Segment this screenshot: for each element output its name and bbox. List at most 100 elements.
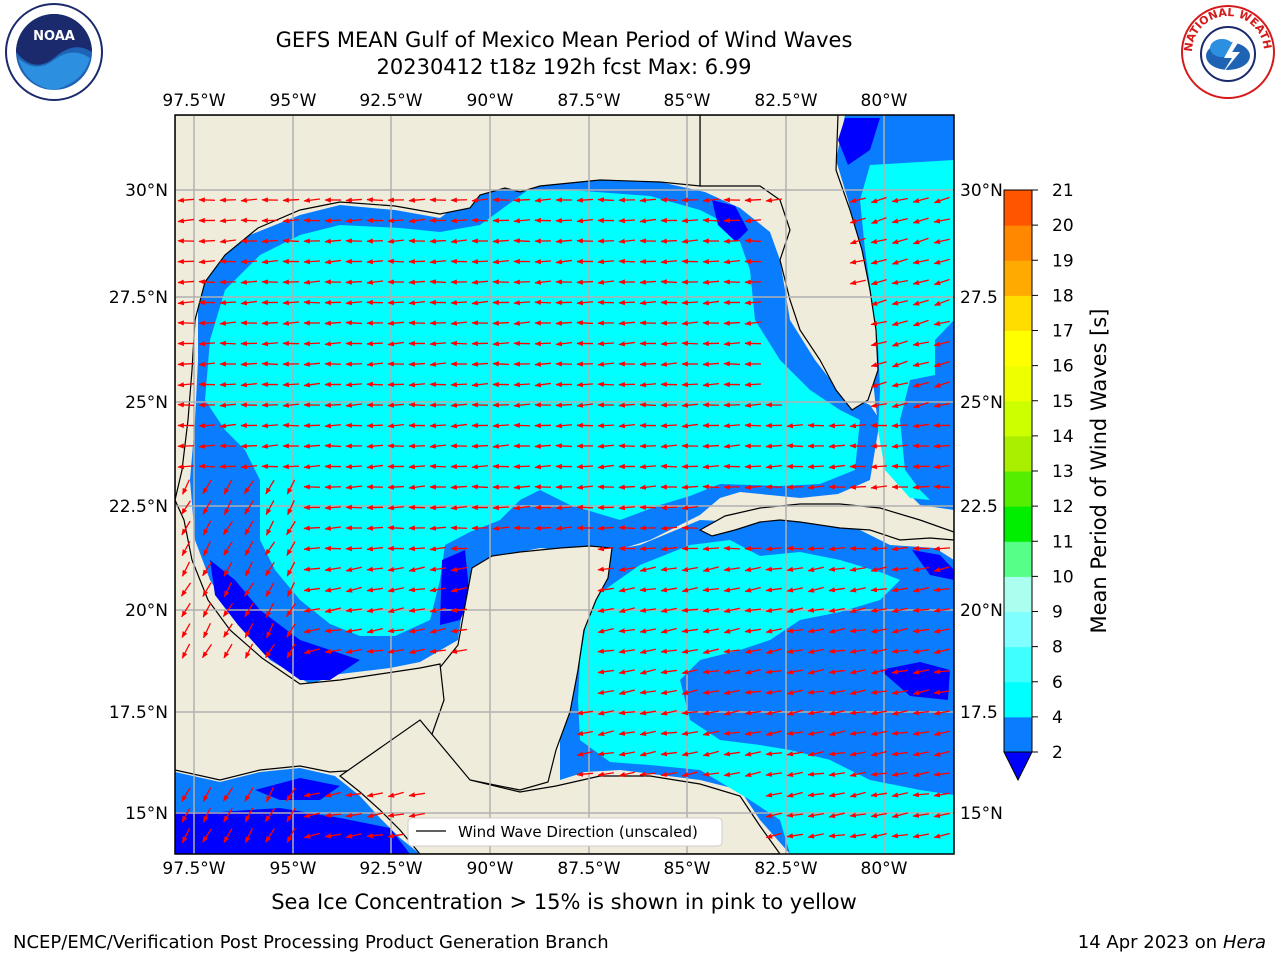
wave-direction-arrow — [681, 320, 699, 326]
wave-direction-arrow — [534, 464, 552, 470]
wave-direction-arrow — [870, 668, 887, 675]
wave-direction-arrow — [471, 525, 489, 531]
wave-direction-arrow — [223, 643, 233, 659]
wave-direction-arrow — [265, 561, 275, 577]
wave-direction-arrow — [597, 771, 615, 777]
wave-direction-arrow — [408, 587, 426, 593]
wave-direction-arrow — [912, 299, 929, 306]
wave-direction-arrow — [870, 402, 887, 408]
wave-direction-arrow — [219, 218, 237, 224]
wave-direction-arrow — [198, 341, 216, 347]
wave-direction-arrow — [222, 787, 234, 802]
wave-direction-arrow — [912, 237, 929, 245]
wave-direction-arrow — [597, 259, 615, 265]
wave-direction-arrow — [408, 628, 425, 634]
wave-direction-arrow — [303, 464, 321, 470]
wave-direction-arrow — [513, 300, 531, 306]
wave-direction-arrow — [807, 545, 825, 552]
wave-direction-arrow — [240, 197, 258, 203]
wave-direction-arrow — [555, 443, 573, 449]
wave-direction-arrow — [471, 402, 489, 408]
wave-direction-arrow — [471, 382, 489, 388]
wave-direction-arrow — [324, 484, 342, 490]
wave-direction-arrow — [387, 587, 404, 593]
wave-direction-arrow — [324, 320, 342, 326]
wave-direction-arrow — [555, 259, 573, 265]
wave-direction-arrow — [786, 628, 804, 634]
wave-direction-arrow — [534, 299, 552, 306]
wave-direction-arrow — [723, 730, 741, 736]
wave-direction-arrow — [303, 382, 321, 388]
wave-direction-arrow — [786, 833, 804, 839]
wave-direction-arrow — [702, 546, 720, 552]
wave-direction-arrow — [244, 643, 254, 659]
wave-direction-arrow — [408, 464, 426, 470]
wave-direction-arrow — [933, 669, 951, 675]
wave-direction-arrow — [244, 602, 254, 618]
wave-direction-arrow — [576, 730, 593, 736]
wave-direction-arrow — [555, 361, 573, 367]
footer-host: Hera — [1222, 932, 1266, 953]
wave-direction-arrow — [177, 279, 195, 285]
wave-direction-arrow — [345, 833, 362, 839]
wave-direction-arrow — [576, 300, 594, 306]
wave-direction-arrow — [245, 561, 253, 577]
wave-direction-arrow — [618, 238, 636, 244]
wave-direction-arrow — [345, 812, 362, 818]
colorbar-segment — [1004, 330, 1032, 367]
wave-direction-arrow — [240, 382, 258, 388]
wave-direction-arrow — [345, 648, 362, 654]
noaa-logo-icon: NOAA — [5, 3, 103, 101]
wave-direction-arrow — [849, 648, 867, 654]
wave-direction-arrow — [286, 541, 296, 556]
wave-direction-arrow — [933, 443, 951, 449]
wave-direction-arrow — [702, 771, 720, 777]
wave-direction-arrow — [849, 669, 866, 675]
wave-direction-arrow — [807, 833, 824, 839]
wave-direction-arrow — [891, 340, 908, 347]
wave-direction-arrow — [639, 484, 657, 490]
colorbar-tick-label: 9 — [1052, 603, 1063, 623]
wave-direction-arrow — [744, 422, 762, 429]
wave-direction-arrow — [891, 300, 908, 306]
wind-wave-arrows — [177, 196, 951, 844]
wave-direction-arrow — [324, 791, 341, 798]
wave-direction-arrow — [660, 279, 678, 285]
wave-direction-arrow — [265, 602, 275, 618]
wave-direction-arrow — [639, 607, 657, 613]
wave-direction-arrow — [429, 627, 446, 634]
wave-direction-arrow — [555, 423, 573, 429]
wave-direction-arrow — [660, 443, 678, 449]
wave-direction-arrow — [219, 300, 237, 306]
wave-direction-arrow — [555, 525, 573, 531]
wave-direction-arrow — [513, 279, 531, 285]
wave-direction-arrow — [660, 463, 678, 470]
lon-tick-top: 90°W — [467, 91, 514, 111]
wave-direction-arrow — [891, 710, 908, 716]
wave-direction-arrow — [618, 299, 636, 306]
wave-direction-arrow — [303, 299, 321, 306]
wave-direction-arrow — [681, 730, 699, 736]
wave-direction-arrow — [265, 479, 275, 495]
wave-direction-arrow — [702, 710, 719, 716]
wave-direction-arrow — [345, 320, 363, 326]
wave-direction-arrow — [597, 628, 614, 634]
wave-direction-arrow — [282, 320, 300, 326]
wave-direction-arrow — [933, 278, 950, 286]
colorbar-tick-label: 6 — [1052, 673, 1063, 693]
wave-direction-arrow — [933, 812, 950, 818]
wave-direction-arrow — [933, 258, 950, 265]
wave-direction-arrow — [324, 587, 341, 593]
wave-direction-arrow — [933, 587, 951, 593]
wave-direction-arrow — [702, 587, 720, 593]
wave-direction-arrow — [744, 586, 761, 593]
wave-direction-arrow — [240, 443, 258, 449]
wave-direction-arrow — [660, 607, 677, 613]
wave-direction-arrow — [681, 423, 699, 429]
wave-direction-arrow — [702, 382, 720, 388]
wave-direction-arrow — [303, 607, 320, 613]
wave-direction-arrow — [286, 623, 296, 638]
wave-direction-arrow — [597, 751, 615, 757]
wave-direction-arrow — [576, 218, 594, 224]
wave-direction-arrow — [639, 443, 657, 449]
